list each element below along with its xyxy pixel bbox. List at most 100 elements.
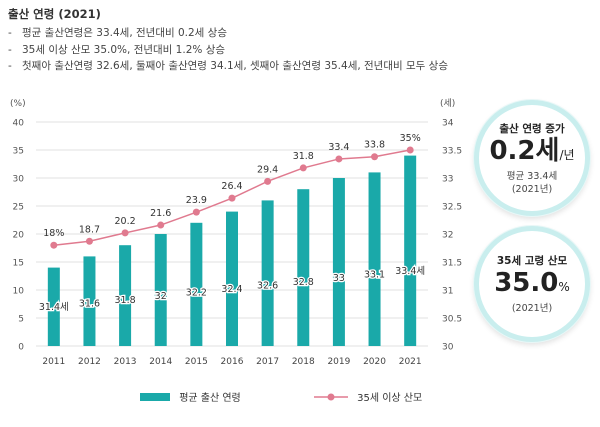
badge-value-number: 35.0 bbox=[494, 268, 559, 298]
right-tick-label: 33.5 bbox=[442, 147, 462, 157]
badge-subtitle: 평균 33.4세 bbox=[506, 170, 558, 182]
right-tick-label: 31 bbox=[442, 287, 453, 297]
x-tick-label: 2021 bbox=[399, 357, 422, 367]
x-tick-label: 2018 bbox=[292, 357, 315, 367]
bar bbox=[47, 267, 60, 346]
line-data-label: 18% bbox=[43, 228, 64, 239]
badge-title: 35세 고령 산모 bbox=[496, 255, 568, 267]
left-tick-label: 10 bbox=[13, 287, 25, 297]
x-tick-label: 2015 bbox=[185, 357, 208, 367]
badge-value: 0.2세/년 bbox=[489, 136, 574, 170]
right-tick-label: 32.5 bbox=[442, 203, 462, 213]
left-tick-label: 0 bbox=[18, 343, 24, 353]
line-data-label: 35% bbox=[400, 133, 421, 144]
bar-data-label: 33 bbox=[333, 273, 345, 284]
bar bbox=[368, 172, 381, 346]
left-tick-label: 15 bbox=[13, 259, 24, 269]
x-tick-label: 2016 bbox=[221, 357, 244, 367]
bar bbox=[297, 189, 310, 346]
line-data-label: 31.8 bbox=[293, 151, 314, 162]
age-increase-badge: 출산 연령 증가 0.2세/년 평균 33.4세 (2021년) bbox=[474, 100, 590, 216]
bullet-text: 평균 출산연령은 33.4세, 전년대비 0.2세 상승 bbox=[22, 27, 228, 39]
badge-year: (2021년) bbox=[511, 303, 553, 314]
line-point bbox=[371, 153, 379, 161]
line-point bbox=[299, 164, 307, 172]
badge-value: 35.0% bbox=[494, 268, 570, 302]
bar-data-label: 32.6 bbox=[257, 280, 278, 291]
bar-data-label: 32.8 bbox=[293, 277, 314, 288]
right-tick-label: 31.5 bbox=[442, 259, 462, 269]
right-tick-label: 32 bbox=[442, 231, 453, 241]
right-tick-label: 34 bbox=[442, 119, 454, 129]
bar bbox=[83, 256, 96, 346]
legend-line-label: 35세 이상 산모 bbox=[357, 393, 423, 404]
line-data-label: 23.9 bbox=[186, 195, 207, 206]
left-tick-label: 20 bbox=[13, 231, 25, 241]
bullet-item: -35세 이상 산모 35.0%, 전년대비 1.2% 상승 bbox=[8, 42, 598, 59]
line-data-label: 20.2 bbox=[115, 216, 136, 227]
bullet-item: - 첫째아 출산연령 32.6세, 둘째아 출산연령 34.1세, 셋째아 출산연… bbox=[8, 58, 598, 75]
left-tick-label: 40 bbox=[13, 119, 25, 129]
bar-data-label: 32.2 bbox=[186, 288, 207, 299]
chart-title: 출산 연령 (2021) bbox=[8, 7, 101, 21]
badge-title: 출산 연령 증가 bbox=[499, 122, 565, 135]
chart-legend: 평균 출산 연령 35세 이상 산모 bbox=[140, 389, 422, 404]
older-mother-badge: 35세 고령 산모 35.0% (2021년) bbox=[474, 226, 590, 342]
legend-line-swatch bbox=[313, 393, 348, 400]
line-data-label: 33.8 bbox=[364, 140, 385, 151]
line-data-label: 33.4 bbox=[328, 142, 349, 153]
line-point bbox=[335, 155, 343, 163]
x-tick-label: 2017 bbox=[256, 357, 279, 367]
badge-value-unit: % bbox=[558, 280, 570, 294]
bar bbox=[226, 211, 238, 346]
right-tick-label: 33 bbox=[442, 175, 453, 185]
right-tick-label: 30 bbox=[442, 343, 454, 353]
bar-data-label: 32.4 bbox=[221, 284, 242, 295]
x-tick-label: 2019 bbox=[327, 357, 350, 367]
bar-data-label: 33.4세 bbox=[395, 266, 425, 277]
right-axis-unit: (세) bbox=[440, 98, 455, 109]
bar bbox=[190, 222, 203, 346]
legend-bar-swatch-rect bbox=[140, 392, 170, 401]
bar-data-label: 33.1 bbox=[364, 270, 385, 281]
bullet-dash: - bbox=[8, 43, 12, 56]
bar-data-label: 31.8 bbox=[115, 295, 136, 306]
line-point bbox=[406, 146, 414, 154]
right-tick-label: 30.5 bbox=[442, 315, 462, 325]
bar bbox=[119, 245, 132, 346]
x-tick-label: 2014 bbox=[149, 357, 172, 367]
bullet-dash: - bbox=[8, 60, 12, 72]
line-data-label: 21.6 bbox=[150, 208, 171, 219]
line-point bbox=[157, 221, 165, 229]
line-point bbox=[85, 237, 93, 245]
bar-data-label: 32 bbox=[155, 291, 167, 302]
line-point bbox=[50, 241, 58, 249]
bar bbox=[261, 200, 274, 346]
line-data-label: 29.4 bbox=[257, 164, 278, 175]
bar-data-label: 31.4세 bbox=[39, 302, 69, 313]
x-tick-label: 2011 bbox=[42, 357, 65, 367]
left-tick-label: 35 bbox=[13, 147, 24, 157]
bar-data-label: 31.6 bbox=[79, 298, 100, 309]
left-tick-label: 30 bbox=[13, 175, 25, 185]
line-point bbox=[121, 229, 129, 237]
x-tick-label: 2012 bbox=[78, 357, 101, 367]
legend-line-swatch-dot bbox=[327, 393, 335, 400]
badge-value-number: 0.2세 bbox=[489, 135, 560, 166]
line-data-label: 18.7 bbox=[79, 224, 100, 235]
bullet-text: 첫째아 출산연령 32.6세, 둘째아 출산연령 34.1세, 셋째아 출산연령… bbox=[22, 60, 448, 72]
x-tick-label: 2013 bbox=[114, 357, 137, 367]
line-point bbox=[264, 177, 272, 185]
bar bbox=[332, 178, 345, 346]
badge-value-unit: /년 bbox=[559, 147, 575, 162]
bullet-item: - 평균 출산연령은 33.4세, 전년대비 0.2세 상승 bbox=[8, 25, 598, 42]
badge-year: (2021년) bbox=[511, 183, 553, 195]
bullet-text: 35세 이상 산모 35.0%, 전년대비 1.2% 상승 bbox=[22, 43, 226, 56]
legend-bar-label: 평균 출산 연령 bbox=[179, 393, 241, 404]
line-point bbox=[228, 194, 236, 202]
bullet-dash: - bbox=[8, 27, 12, 39]
line-point bbox=[192, 208, 200, 216]
x-tick-label: 2020 bbox=[363, 357, 386, 367]
left-tick-label: 5 bbox=[18, 315, 24, 325]
